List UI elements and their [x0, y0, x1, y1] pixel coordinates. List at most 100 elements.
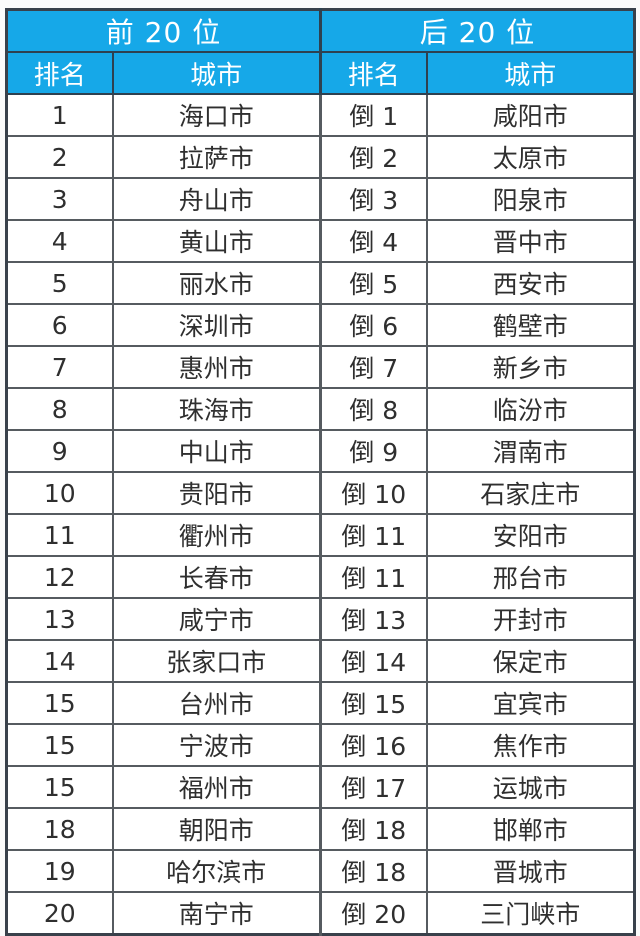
table-row: 13 咸宁市倒 13 开封市 [5, 597, 636, 641]
right-city-cell: 晋城市 [425, 849, 636, 893]
right-city-cell: 安阳市 [425, 513, 636, 557]
table-row: 20 南宁市倒 20 三门峡市 [5, 891, 636, 936]
right-city-cell: 焦作市 [425, 723, 636, 767]
left-rank-cell: 3 [5, 177, 114, 221]
right-rank-cell: 倒 9 [319, 429, 428, 473]
right-rank-cell: 倒 3 [319, 177, 428, 221]
right-rank-cell: 倒 18 [319, 807, 428, 851]
table-row: 6 深圳市倒 6 鹤壁市 [5, 303, 636, 347]
left-rank-cell: 15 [5, 765, 114, 809]
right-city-cell: 鹤壁市 [425, 303, 636, 347]
left-city-cell: 宁波市 [111, 723, 322, 767]
left-rank-cell: 15 [5, 723, 114, 767]
left-rank-cell: 5 [5, 261, 114, 305]
right-rank-cell: 倒 13 [319, 597, 428, 641]
right-city-cell: 运城市 [425, 765, 636, 809]
left-city-cell: 海口市 [111, 93, 322, 137]
table-row: 1 海口市倒 1 咸阳市 [5, 93, 636, 137]
left-city-cell: 长春市 [111, 555, 322, 599]
left-city-cell: 福州市 [111, 765, 322, 809]
right-rank-cell: 倒 5 [319, 261, 428, 305]
city-ranking-table: 前 20 位 后 20 位 排名 城市 排名 城市 1 海口市倒 1 咸阳市 2 拉萨市… [5, 8, 636, 936]
right-rank-cell: 倒 6 [319, 303, 428, 347]
left-city-cell: 南宁市 [111, 891, 322, 936]
right-rank-cell: 倒 17 [319, 765, 428, 809]
right-city-cell: 宜宾市 [425, 681, 636, 725]
right-rank-cell: 倒 11 [319, 513, 428, 557]
right-rank-cell: 倒 16 [319, 723, 428, 767]
right-city-column-header: 城市 [425, 51, 636, 95]
table-row: 8 珠海市倒 8 临汾市 [5, 387, 636, 431]
left-rank-cell: 7 [5, 345, 114, 389]
column-header-row: 排名 城市 排名 城市 [5, 51, 636, 95]
right-rank-cell: 倒 11 [319, 555, 428, 599]
table-row: 9 中山市倒 9 渭南市 [5, 429, 636, 473]
table-row: 15 福州市倒 17 运城市 [5, 765, 636, 809]
right-rank-cell: 倒 8 [319, 387, 428, 431]
table-row: 14 张家口市倒 14 保定市 [5, 639, 636, 683]
left-rank-cell: 8 [5, 387, 114, 431]
right-rank-cell: 倒 7 [319, 345, 428, 389]
right-city-cell: 西安市 [425, 261, 636, 305]
table-row: 5 丽水市倒 5 西安市 [5, 261, 636, 305]
right-rank-cell: 倒 20 [319, 891, 428, 936]
table-row: 2 拉萨市倒 2 太原市 [5, 135, 636, 179]
right-city-cell: 太原市 [425, 135, 636, 179]
table-row: 12 长春市倒 11 邢台市 [5, 555, 636, 599]
left-rank-cell: 12 [5, 555, 114, 599]
right-rank-cell: 倒 2 [319, 135, 428, 179]
left-city-cell: 台州市 [111, 681, 322, 725]
left-city-column-header: 城市 [111, 51, 322, 95]
table-row: 7 惠州市倒 7 新乡市 [5, 345, 636, 389]
right-city-cell: 咸阳市 [425, 93, 636, 137]
left-city-cell: 贵阳市 [111, 471, 322, 515]
right-rank-cell: 倒 18 [319, 849, 428, 893]
left-city-cell: 咸宁市 [111, 597, 322, 641]
right-city-cell: 保定市 [425, 639, 636, 683]
right-rank-cell: 倒 14 [319, 639, 428, 683]
left-rank-cell: 1 [5, 93, 114, 137]
page: 前 20 位 后 20 位 排名 城市 排名 城市 1 海口市倒 1 咸阳市 2 拉萨市… [5, 8, 636, 936]
table-row: 18 朝阳市倒 18 邯郸市 [5, 807, 636, 851]
left-rank-cell: 14 [5, 639, 114, 683]
group-header-row: 前 20 位 后 20 位 [5, 8, 636, 53]
table-header: 前 20 位 后 20 位 排名 城市 排名 城市 [5, 8, 636, 95]
left-city-cell: 衢州市 [111, 513, 322, 557]
left-city-cell: 黄山市 [111, 219, 322, 263]
left-rank-cell: 20 [5, 891, 114, 936]
right-city-cell: 阳泉市 [425, 177, 636, 221]
left-rank-cell: 11 [5, 513, 114, 557]
left-city-cell: 张家口市 [111, 639, 322, 683]
left-rank-cell: 10 [5, 471, 114, 515]
table-body: 1 海口市倒 1 咸阳市 2 拉萨市倒 2 太原市 3 舟山市倒 3 阳泉市 4 黄山市倒 4 晋中市… [5, 93, 636, 936]
left-city-cell: 深圳市 [111, 303, 322, 347]
right-rank-cell: 倒 15 [319, 681, 428, 725]
right-city-cell: 石家庄市 [425, 471, 636, 515]
right-rank-cell: 倒 10 [319, 471, 428, 515]
left-city-cell: 中山市 [111, 429, 322, 473]
left-city-cell: 丽水市 [111, 261, 322, 305]
right-city-cell: 新乡市 [425, 345, 636, 389]
table-row: 4 黄山市倒 4 晋中市 [5, 219, 636, 263]
table-row: 19 哈尔滨市倒 18 晋城市 [5, 849, 636, 893]
right-city-cell: 临汾市 [425, 387, 636, 431]
table-row: 15 宁波市倒 16 焦作市 [5, 723, 636, 767]
table-row: 11 衢州市倒 11 安阳市 [5, 513, 636, 557]
right-rank-cell: 倒 4 [319, 219, 428, 263]
table-row: 10 贵阳市倒 10 石家庄市 [5, 471, 636, 515]
left-rank-cell: 18 [5, 807, 114, 851]
left-rank-cell: 4 [5, 219, 114, 263]
top20-group-header: 前 20 位 [5, 8, 322, 53]
left-rank-cell: 15 [5, 681, 114, 725]
left-city-cell: 珠海市 [111, 387, 322, 431]
left-rank-cell: 2 [5, 135, 114, 179]
right-rank-cell: 倒 1 [319, 93, 428, 137]
right-city-cell: 开封市 [425, 597, 636, 641]
right-city-cell: 邢台市 [425, 555, 636, 599]
left-rank-cell: 13 [5, 597, 114, 641]
bottom20-group-header: 后 20 位 [319, 8, 636, 53]
left-city-cell: 舟山市 [111, 177, 322, 221]
right-city-cell: 三门峡市 [425, 891, 636, 936]
left-rank-cell: 19 [5, 849, 114, 893]
left-city-cell: 拉萨市 [111, 135, 322, 179]
